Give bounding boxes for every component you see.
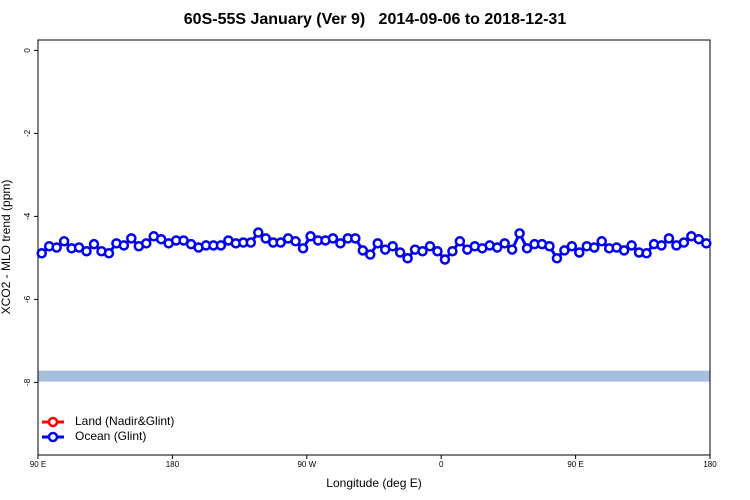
x-tick-label: 90 E: [30, 460, 46, 469]
legend-label: Ocean (Glint): [75, 429, 146, 443]
x-tick-label: 180: [703, 460, 717, 469]
data-point: [357, 245, 369, 256]
data-point: [103, 248, 115, 259]
y-tick-label: -2: [23, 129, 32, 137]
x-tick-label: 90 W: [297, 460, 316, 469]
data-point: [81, 245, 92, 257]
y-tick-label: 0: [23, 48, 32, 53]
data-point: [663, 233, 675, 244]
data-point: [589, 242, 600, 253]
data-point: [245, 237, 257, 248]
data-point: [118, 240, 130, 251]
data-point: [491, 242, 503, 253]
chart-title: 60S-55S January (Ver 9) 2014-09-06 to 20…: [184, 11, 567, 28]
data-point: [701, 238, 712, 249]
data-point: [372, 238, 383, 249]
data-point: [544, 241, 555, 252]
y-tick-label: -8: [23, 378, 32, 386]
data-point: [290, 236, 301, 247]
data-point: [521, 243, 533, 254]
x-tick-label: 180: [166, 460, 180, 469]
data-point: [155, 233, 167, 245]
data-point: [365, 249, 376, 260]
data-point: [559, 245, 570, 256]
data-point: [678, 237, 690, 248]
data-point: [566, 241, 578, 252]
data-point: [551, 253, 563, 264]
data-point: [514, 228, 525, 239]
data-point: [327, 233, 339, 244]
data-point: [618, 245, 630, 256]
data-point: [417, 245, 428, 257]
data-point: [574, 247, 585, 258]
y-tick-label: -6: [23, 295, 32, 303]
data-point: [656, 240, 667, 251]
data-point: [88, 238, 100, 250]
data-point: [424, 241, 436, 252]
plot-frame: [37, 39, 711, 456]
x-axis-label: Longitude (deg E): [326, 476, 421, 490]
x-tick-label: 0: [439, 460, 444, 469]
x-tick-label: 90 E: [567, 460, 583, 469]
data-point: [215, 240, 227, 251]
data-point: [58, 236, 70, 247]
y-tick-label: -4: [23, 212, 32, 220]
data-point: [626, 240, 637, 251]
data-point: [275, 237, 286, 248]
y-axis-label: XCO2 - MLO trend (ppm): [0, 180, 13, 315]
data-point: [447, 245, 458, 257]
data-point: [402, 253, 413, 264]
data-point: [506, 244, 518, 255]
data-point: [693, 233, 705, 245]
data-point: [126, 233, 137, 244]
data-point: [350, 233, 361, 244]
data-point: [596, 236, 607, 247]
data-point: [387, 241, 398, 252]
data-point: [454, 236, 466, 247]
legend-marker: [47, 431, 59, 443]
data-point: [260, 233, 271, 244]
data-point: [51, 242, 62, 253]
data-point: [305, 231, 316, 242]
data-point: [499, 238, 510, 249]
data-point: [297, 243, 309, 254]
data-point: [36, 248, 47, 259]
legend-marker: [47, 416, 59, 428]
data-point: [439, 254, 451, 265]
data-point: [394, 247, 406, 258]
data-point: [141, 238, 152, 249]
data-point: [253, 227, 264, 238]
legend-label: Land (Nadir&Glint): [75, 414, 174, 428]
data-point: [432, 245, 443, 257]
data-point: [335, 238, 346, 249]
data-point: [641, 248, 652, 259]
